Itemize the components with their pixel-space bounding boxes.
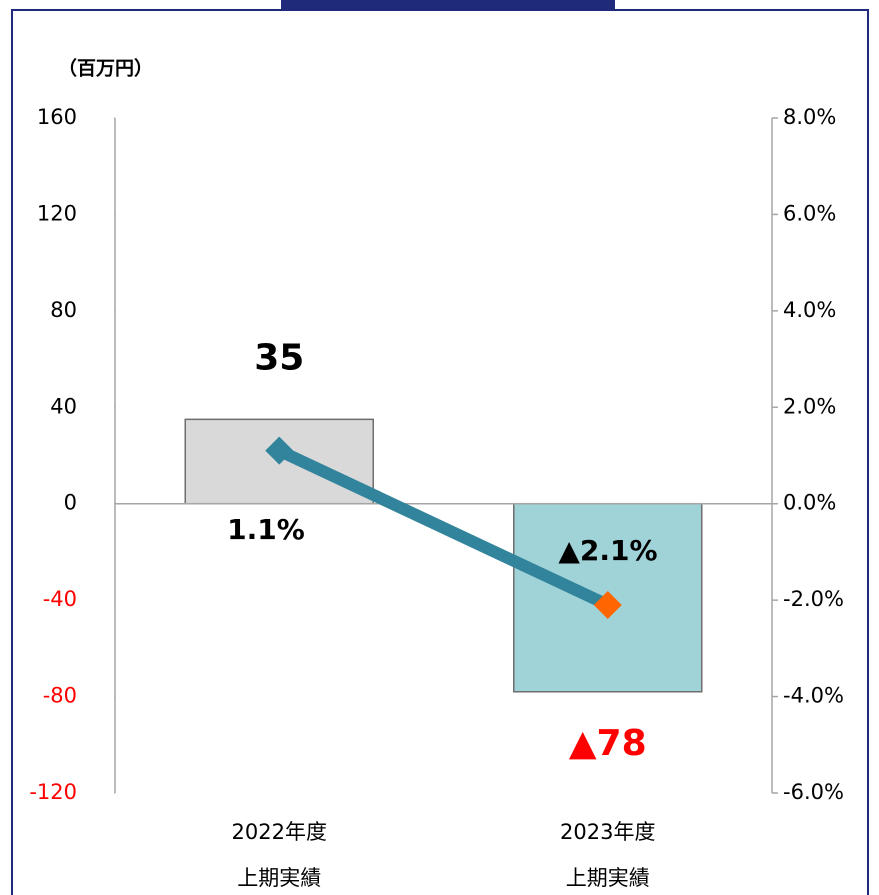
x-tick-label: 2022年度 <box>232 820 327 844</box>
line-marker <box>265 436 294 465</box>
line-value-label: ▲2.1% <box>558 534 657 567</box>
y2-tick-label: 0.0% <box>783 491 836 515</box>
y-tick-label: -40 <box>43 587 77 611</box>
bar-value-label: ▲78 <box>569 723 647 764</box>
y-tick-label: 80 <box>50 298 77 322</box>
y2-tick-label: 2.0% <box>783 394 836 418</box>
x-tick-label: 2023年度 <box>560 820 655 844</box>
header-tab <box>281 0 615 11</box>
frame <box>11 9 869 895</box>
x-tick-label: 上期実績 <box>566 866 650 890</box>
y-tick-label: 160 <box>37 105 77 129</box>
y2-tick-label: 8.0% <box>783 105 836 129</box>
y2-tick-label: -4.0% <box>783 684 844 708</box>
y2-tick-label: 4.0% <box>783 298 836 322</box>
line <box>276 445 611 611</box>
bar-value-label: 35 <box>254 337 304 378</box>
y-tick-label: -120 <box>29 780 77 804</box>
unit-label: （百万円） <box>58 57 153 80</box>
y-tick-label: 0 <box>64 491 77 515</box>
y-tick-label: 120 <box>37 201 77 225</box>
line-value-label: 1.1% <box>227 513 305 546</box>
y2-tick-label: -2.0% <box>783 587 844 611</box>
y2-tick-label: -6.0% <box>783 780 844 804</box>
y-tick-label: 40 <box>50 394 77 418</box>
line-marker <box>593 590 622 619</box>
x-tick-label: 上期実績 <box>237 866 321 890</box>
y2-tick-label: 6.0% <box>783 201 836 225</box>
y-tick-label: -80 <box>43 684 77 708</box>
